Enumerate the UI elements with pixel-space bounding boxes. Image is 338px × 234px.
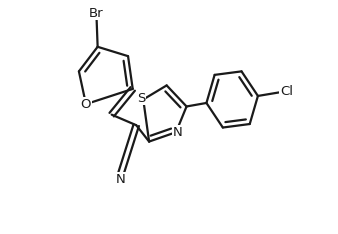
Text: N: N	[116, 172, 126, 186]
Text: N: N	[173, 126, 183, 139]
Text: Br: Br	[89, 7, 104, 20]
Text: O: O	[81, 98, 91, 111]
Text: S: S	[137, 92, 145, 105]
Text: Cl: Cl	[280, 85, 293, 98]
